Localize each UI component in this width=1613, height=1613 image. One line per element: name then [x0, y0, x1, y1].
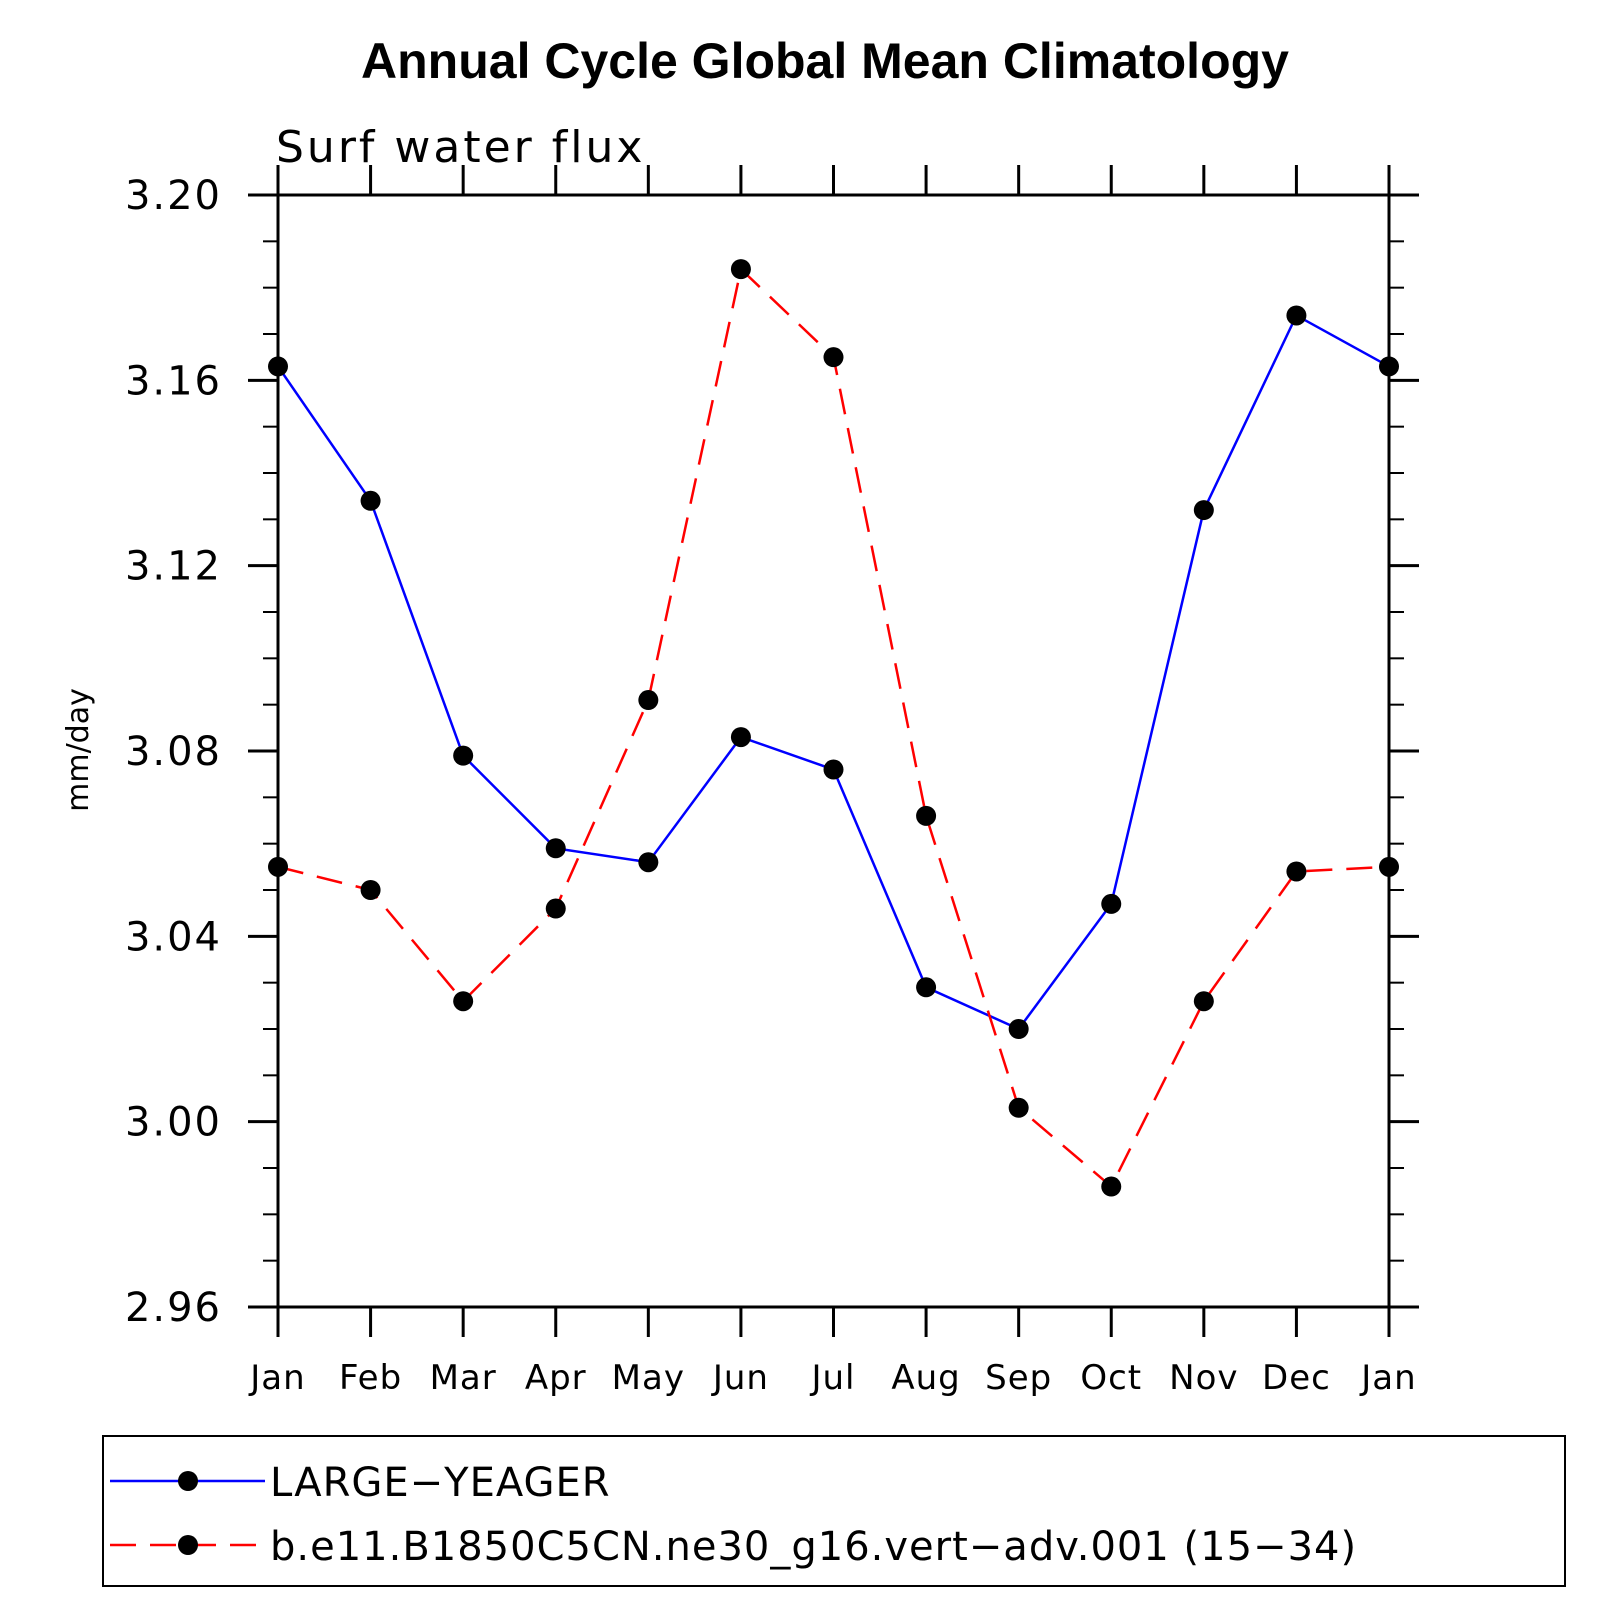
data-point — [638, 852, 659, 873]
data-point — [916, 805, 937, 826]
series-1 — [268, 305, 1399, 1039]
data-point — [1101, 1176, 1122, 1197]
data-point — [730, 259, 751, 280]
series-line — [276, 313, 1390, 1031]
x-tick-label: Jan — [248, 1358, 305, 1398]
data-point — [1193, 991, 1214, 1012]
data-point — [545, 838, 566, 859]
x-tick-label: Jul — [809, 1358, 855, 1398]
x-tick-label: Apr — [525, 1358, 587, 1398]
x-tick-label: Aug — [891, 1358, 960, 1398]
y-tick-label: 3.04 — [125, 914, 222, 960]
data-point — [1286, 861, 1307, 882]
legend-marker — [178, 1535, 198, 1555]
data-point — [638, 690, 659, 711]
x-tick-labels: Jan Feb Mar Apr May Jun Jul Aug Sep Oct Nov Dec Jan — [248, 1358, 1416, 1398]
data-point — [268, 356, 288, 377]
data-point — [360, 490, 381, 511]
data-point — [360, 880, 381, 900]
y-tick-labels: 2.96 3.00 3.04 3.08 3.12 3.16 3.20 — [125, 173, 222, 1331]
data-point — [1286, 305, 1307, 326]
x-tick-label: Feb — [339, 1358, 402, 1398]
x-tick-label: Dec — [1262, 1358, 1331, 1398]
data-point — [1101, 893, 1122, 914]
data-point — [453, 991, 474, 1012]
legend: LARGE−YEAGER b.e11.B1850C5CN.ne30_g16.ver… — [102, 1435, 1566, 1587]
legend-items: LARGE−YEAGER b.e11.B1850C5CN.ne30_g16.ver… — [110, 1460, 1357, 1570]
data-point — [730, 727, 751, 748]
legend-box — [102, 1435, 1566, 1587]
x-tick-label: Oct — [1080, 1358, 1142, 1398]
series-line — [277, 266, 1390, 1189]
axis-ticks — [248, 165, 1419, 1337]
legend-label: LARGE−YEAGER — [270, 1460, 611, 1506]
data-point — [1008, 1019, 1029, 1039]
y-tick-label: 2.96 — [125, 1285, 222, 1331]
x-tick-label: Jun — [711, 1358, 769, 1398]
y-tick-label: 3.16 — [125, 358, 222, 404]
y-axis-label: mm/day — [61, 688, 96, 812]
data-point — [545, 898, 566, 919]
data-point — [268, 856, 288, 877]
y-tick-label: 3.00 — [125, 1100, 222, 1146]
x-tick-label: Nov — [1169, 1358, 1238, 1398]
data-point — [823, 347, 844, 368]
x-tick-label: Sep — [985, 1358, 1052, 1398]
x-tick-label: May — [612, 1358, 685, 1398]
data-point — [453, 745, 474, 766]
data-point — [1379, 856, 1399, 877]
chart-subtitle: Surf water flux — [276, 122, 645, 173]
legend-marker — [178, 1471, 198, 1491]
data-point — [1193, 500, 1214, 521]
x-tick-label: Jan — [1359, 1358, 1416, 1398]
data-point — [1008, 1097, 1029, 1118]
y-tick-label: 3.12 — [125, 544, 222, 590]
y-tick-label: 3.08 — [125, 729, 222, 775]
y-tick-label: 3.20 — [125, 173, 222, 219]
legend-label: b.e11.B1850C5CN.ne30_g16.vert−adv.001 (1… — [270, 1524, 1357, 1570]
data-point — [1379, 356, 1399, 377]
x-tick-label: Mar — [430, 1358, 497, 1398]
series-2 — [268, 259, 1399, 1197]
data-point — [916, 977, 937, 998]
series-layer — [268, 259, 1399, 1197]
chart-title: Annual Cycle Global Mean Climatology — [361, 33, 1289, 89]
data-point — [823, 759, 844, 780]
